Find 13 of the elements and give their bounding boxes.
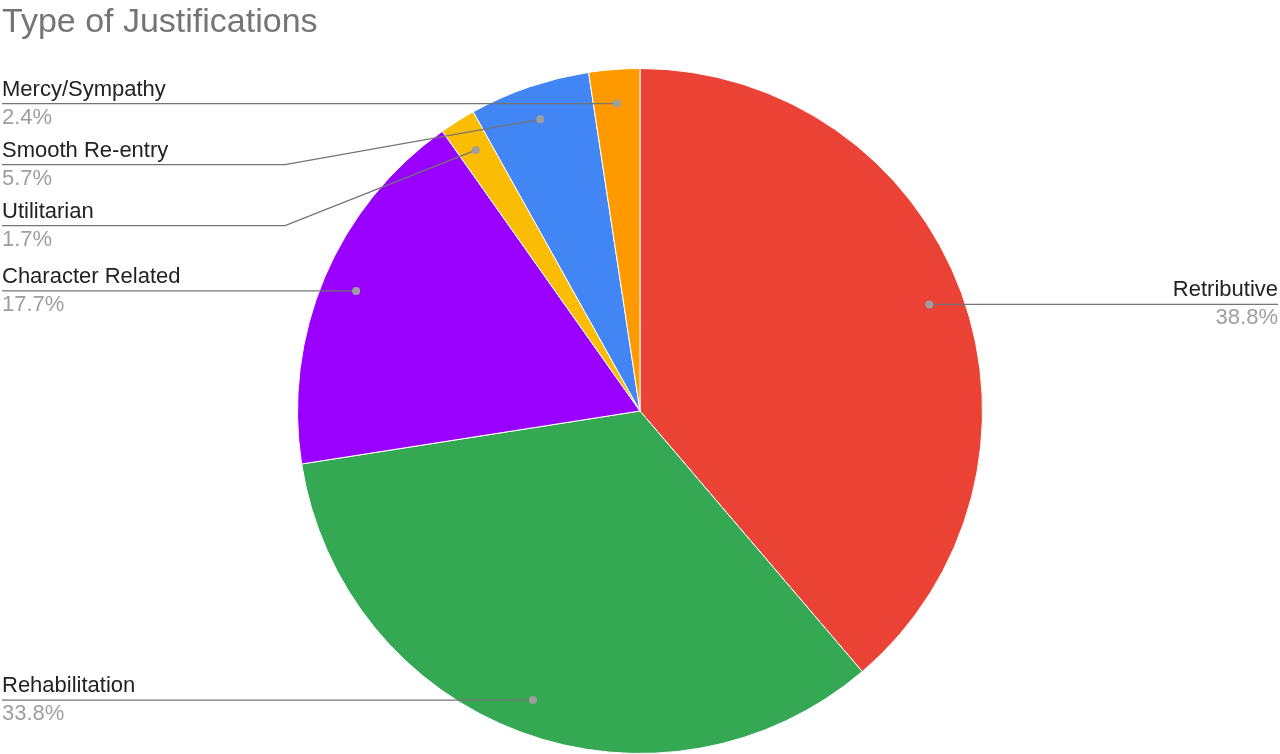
data-label: 2.4% — [2, 103, 53, 129]
chart-title: Type of Justifications — [2, 0, 318, 40]
slice-label: Mercy/Sympathy — [2, 75, 166, 101]
data-label: 5.7% — [2, 164, 53, 190]
slice-label: Utilitarian — [2, 197, 94, 223]
slice-label: Retributive — [1172, 276, 1278, 302]
slice-label: Character Related — [2, 262, 181, 288]
data-label: 33.8% — [2, 700, 65, 726]
data-label: 38.8% — [1215, 304, 1278, 330]
slice-label: Smooth Re-entry — [2, 136, 169, 162]
data-label: 17.7% — [2, 290, 65, 316]
data-label: 1.7% — [2, 225, 53, 251]
slice-label: Rehabilitation — [2, 672, 136, 698]
